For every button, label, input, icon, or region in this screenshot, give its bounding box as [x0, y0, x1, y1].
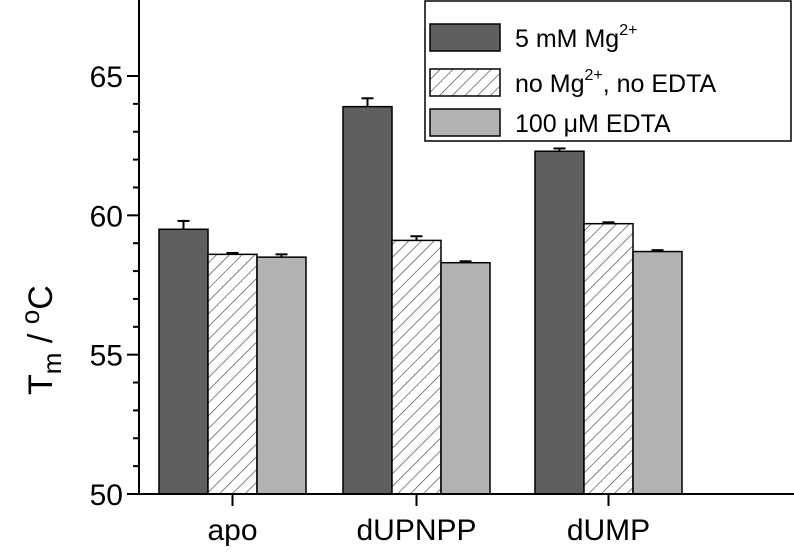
- y-tick-label: 65: [90, 61, 123, 94]
- legend: 5 mM Mg2+ no Mg2+, no EDTA 100 μM EDTA: [424, 0, 792, 142]
- y-tick-label: 50: [90, 479, 123, 512]
- x-tick-label-dupnpp: dUPNPP: [356, 514, 476, 547]
- y-axis-title: Tm / oC: [15, 285, 67, 395]
- bar-dump-series-2: [583, 222, 634, 495]
- legend-swatch-1: [429, 23, 501, 52]
- y-tick-label: 55: [90, 340, 123, 373]
- legend-label-3: 100 μM EDTA: [515, 110, 671, 138]
- legend-swatch-3: [429, 108, 501, 137]
- bar-dump-series-3: [632, 250, 683, 495]
- bar-apo-series-3: [256, 256, 307, 495]
- bar-dupnpp-series-1: [342, 105, 393, 495]
- bar-apo-series-2: [207, 253, 258, 495]
- x-tick-label-dump: dUMP: [567, 514, 650, 547]
- bar-apo-series-1: [158, 228, 209, 495]
- bar-dump-series-1: [534, 150, 585, 495]
- axes: 50 55 60 65 apo dUPNPP dUMP Tm / oC: [15, 0, 794, 547]
- bar-dupnpp-series-3: [440, 261, 491, 495]
- x-tick-label-apo: apo: [207, 514, 257, 547]
- bar-dupnpp-series-2: [391, 239, 442, 495]
- legend-label-2: no Mg2+, no EDTA: [515, 67, 717, 98]
- y-tick-label: 60: [90, 200, 123, 233]
- legend-swatch-2: [429, 68, 501, 97]
- plot-area: [158, 97, 683, 495]
- legend-label-1: 5 mM Mg2+: [515, 22, 637, 53]
